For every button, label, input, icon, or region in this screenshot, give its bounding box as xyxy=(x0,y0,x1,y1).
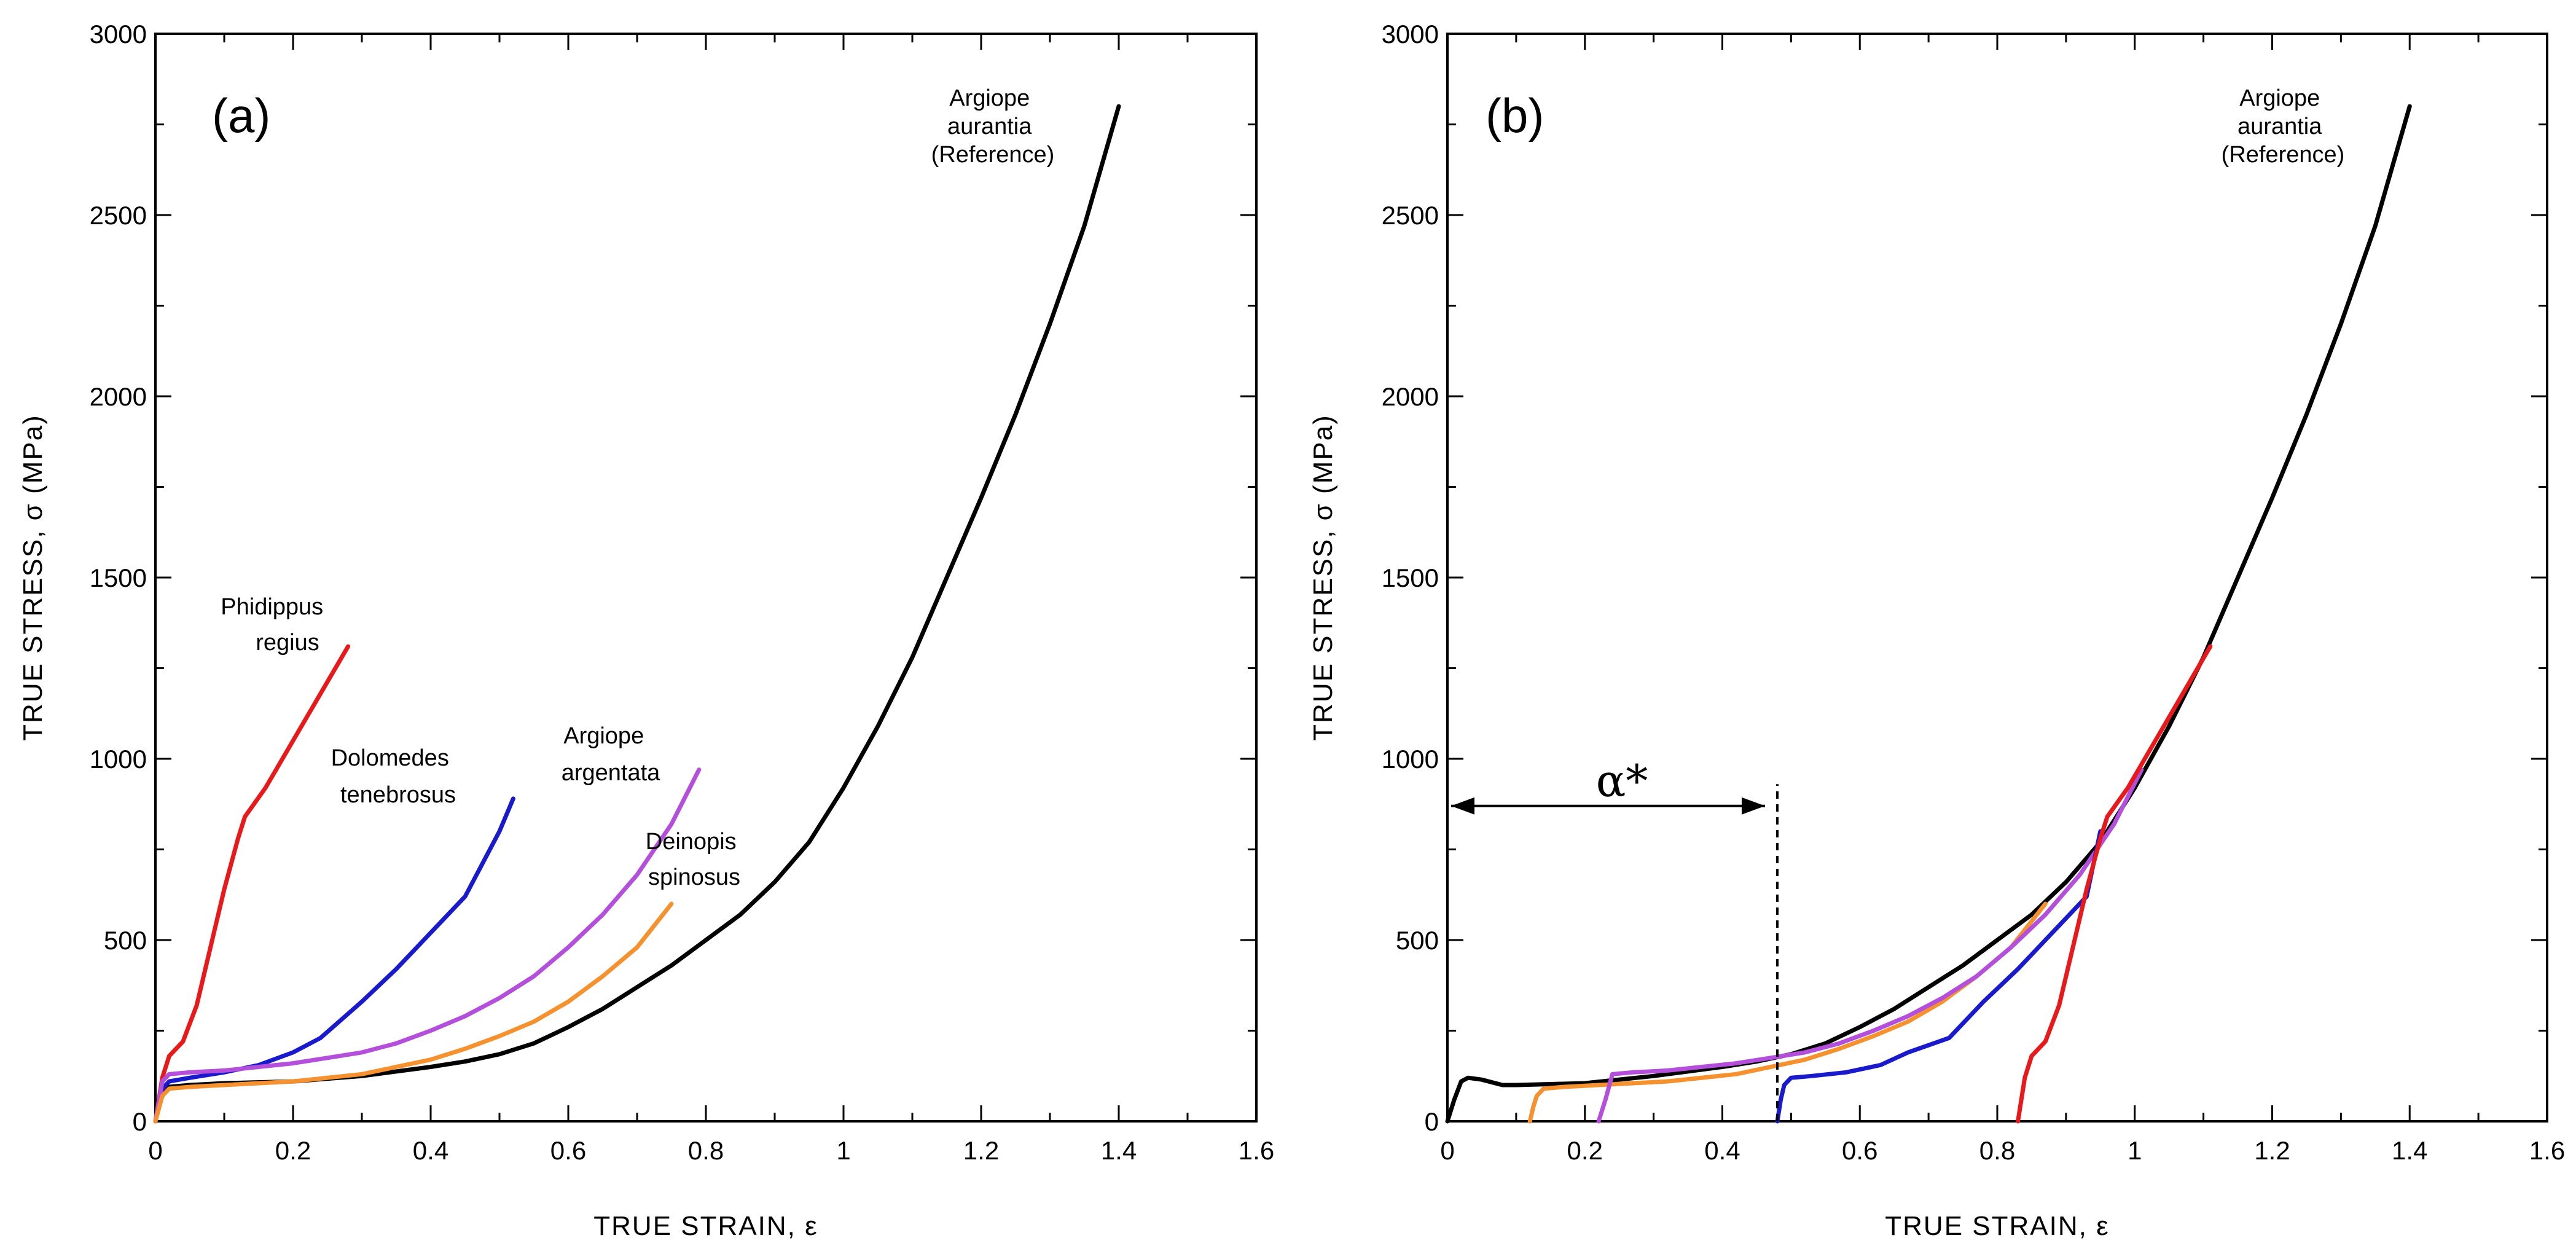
x-tick-label: 0.4 xyxy=(1704,1136,1740,1165)
label-argiope-aurantia-b: Argiope aurantia (Reference) xyxy=(2222,85,2345,168)
y-tick-label: 3000 xyxy=(1382,20,1439,49)
panel-b: 0 0.2 0.4 0.6 0.8 1 1.2 1.4 1.6 0 500 1000 1500 2000 2… xyxy=(1308,20,2565,1241)
label-line: Deinopis xyxy=(646,829,737,855)
x-tick-label: 1.4 xyxy=(1101,1136,1137,1165)
series-line-argiope-aurantia-reference xyxy=(1445,104,2412,1124)
label-line: Argiope xyxy=(949,85,1030,111)
y-tick-label: 0 xyxy=(133,1107,147,1136)
label-argiope-argentata-a: Argiope argentata xyxy=(562,723,660,786)
panel-a: 0 0.2 0.4 0.6 0.8 1 1.2 1.4 1.6 0 500 1000 1500 2000 2… xyxy=(18,20,1274,1241)
label-line: regius xyxy=(256,630,319,656)
label-dolomedes-tenebrosus-a: Dolomedes tenebrosus xyxy=(331,745,456,808)
y-tick-label: 1000 xyxy=(1382,745,1439,774)
x-tick-label: 0.6 xyxy=(1842,1136,1877,1165)
series-line-argiope-argentata xyxy=(153,767,702,1124)
label-line: aurantia xyxy=(2237,114,2322,139)
label-line: spinosus xyxy=(648,864,740,890)
series-line-argiope-argentata xyxy=(1596,767,2144,1124)
y-tick-label: 500 xyxy=(1396,926,1439,955)
x-tick-label: 1 xyxy=(2128,1136,2142,1165)
series-a xyxy=(153,104,1121,1124)
x-tick-label: 0.8 xyxy=(688,1136,724,1165)
label-line: argentata xyxy=(562,760,660,786)
x-tick-label: 0.6 xyxy=(550,1136,586,1165)
y-tick-label: 500 xyxy=(104,926,147,955)
x-tick-label: 0.2 xyxy=(275,1136,311,1165)
alpha-star-marker xyxy=(1451,784,1779,1121)
panel-label-a: (a) xyxy=(212,88,270,143)
label-phidippus-regius-a: Phidippus regius xyxy=(221,594,329,656)
y-axis-label-b: TRUE STRESS, σ (MPa) xyxy=(1308,414,1338,741)
x-tick-label: 1.6 xyxy=(2529,1136,2565,1165)
x-tick-label: 1.2 xyxy=(2254,1136,2290,1165)
ticks-a: 0 0.2 0.4 0.6 0.8 1 1.2 1.4 1.6 0 500 1000 1500 2000 2… xyxy=(90,20,1275,1165)
series-line-dolomedes-tenebrosus xyxy=(153,796,515,1124)
y-tick-label: 0 xyxy=(1425,1107,1439,1136)
y-tick-label: 1500 xyxy=(1382,563,1439,592)
x-tick-label: 1.4 xyxy=(2392,1136,2427,1165)
y-axis-label-a: TRUE STRESS, σ (MPa) xyxy=(18,414,48,741)
x-axis-label-a: TRUE STRAIN, ε xyxy=(593,1211,818,1241)
label-line: (Reference) xyxy=(931,142,1055,168)
series-line-dolomedes-tenebrosus xyxy=(1775,829,2103,1124)
label-line: aurantia xyxy=(947,114,1032,139)
alpha-star-label: α* xyxy=(1596,755,1648,807)
label-line: tenebrosus xyxy=(340,782,456,808)
series-line-phidippus-regius xyxy=(153,644,351,1124)
x-tick-label: 0.4 xyxy=(413,1136,448,1165)
y-tick-label: 3000 xyxy=(90,20,147,49)
y-tick-label: 2000 xyxy=(90,382,147,411)
alpha-arrowhead-right xyxy=(1742,797,1765,815)
y-tick-label: 2000 xyxy=(1382,382,1439,411)
label-line: Dolomedes xyxy=(331,745,449,771)
x-tick-label: 0 xyxy=(148,1136,162,1165)
x-tick-label: 0.8 xyxy=(1979,1136,2015,1165)
label-line: Phidippus xyxy=(221,594,323,620)
y-tick-label: 1000 xyxy=(90,745,147,774)
alpha-arrowhead-left xyxy=(1451,797,1474,815)
series-line-deinopis-spinosus xyxy=(153,901,674,1124)
x-tick-label: 1.6 xyxy=(1239,1136,1274,1165)
x-tick-label: 0 xyxy=(1440,1136,1454,1165)
x-tick-label: 1.2 xyxy=(963,1136,999,1165)
x-tick-label: 0.2 xyxy=(1567,1136,1603,1165)
label-line: Argiope xyxy=(2239,85,2320,111)
y-tick-label: 2500 xyxy=(1382,201,1439,230)
series-line-phidippus-regius xyxy=(2016,644,2213,1124)
label-argiope-aurantia-a: Argiope aurantia (Reference) xyxy=(931,85,1055,168)
y-tick-label: 2500 xyxy=(90,201,147,230)
label-deinopis-spinosus-a: Deinopis spinosus xyxy=(646,829,743,890)
series-b xyxy=(1445,104,2412,1124)
label-line: Argiope xyxy=(563,723,644,749)
x-tick-label: 1 xyxy=(836,1136,850,1165)
panel-label-b: (b) xyxy=(1486,88,1544,143)
label-line: (Reference) xyxy=(2222,142,2345,168)
y-tick-label: 1500 xyxy=(90,563,147,592)
ticks-b: 0 0.2 0.4 0.6 0.8 1 1.2 1.4 1.6 0 500 1000 1500 2000 2… xyxy=(1382,20,2566,1165)
x-axis-label-b: TRUE STRAIN, ε xyxy=(1885,1211,2109,1241)
